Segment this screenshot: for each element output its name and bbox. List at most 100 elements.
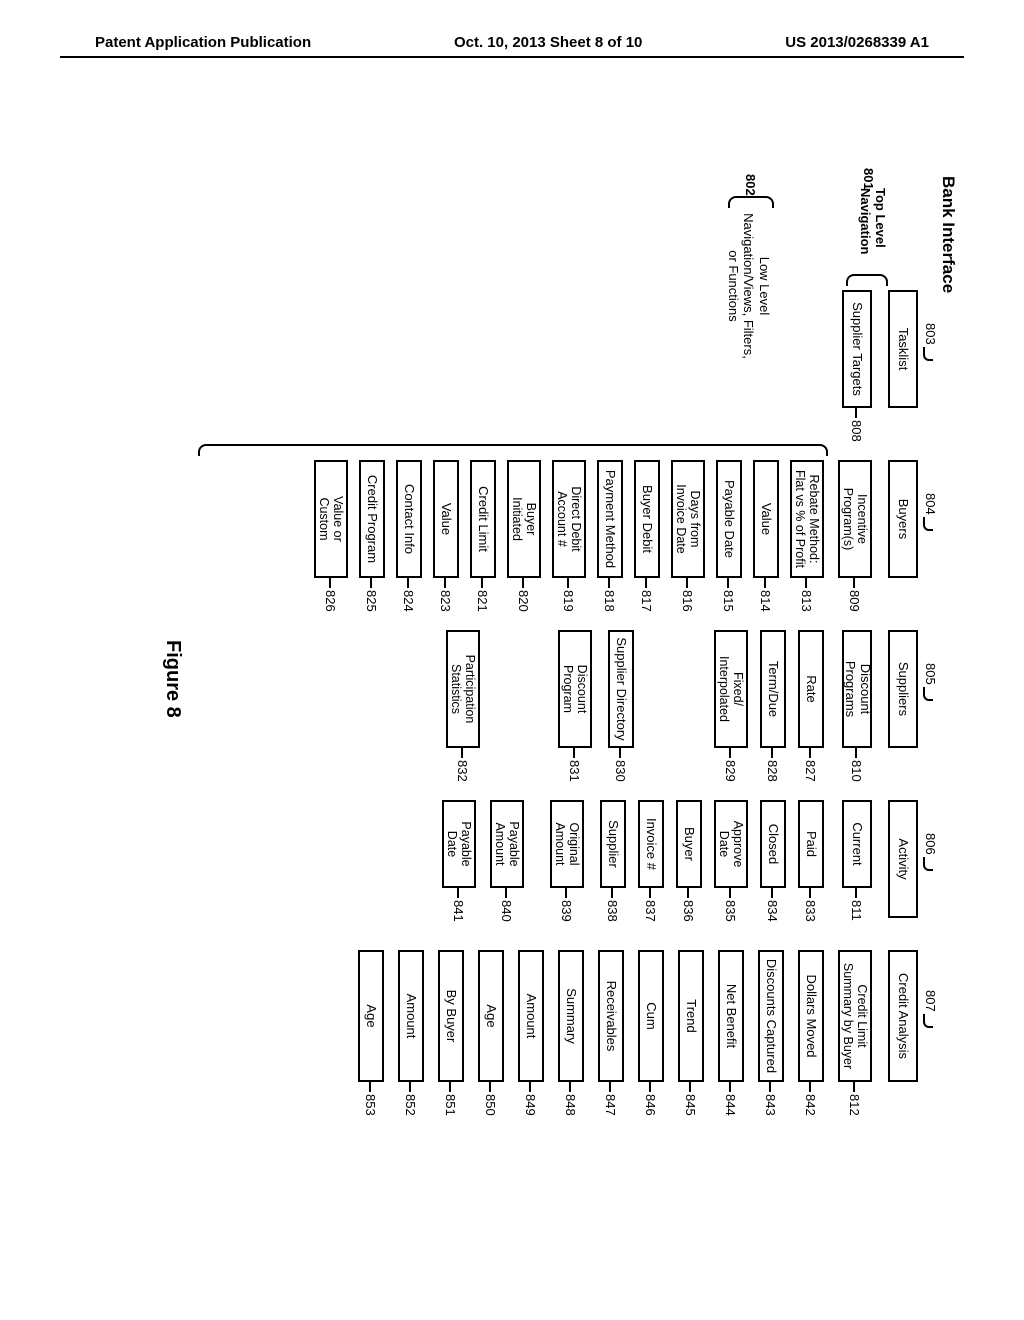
box-833: Paid [798, 800, 824, 888]
ref-836: 836 [681, 888, 696, 922]
ref-824: 824 [401, 578, 416, 612]
ref-849: 849 [523, 1082, 538, 1116]
ref-844: 844 [723, 1082, 738, 1116]
box-839: Original Amount [550, 800, 584, 888]
label-802: Low Level Navigation/Views, Filters, or … [725, 206, 772, 366]
label-801: Top Level Navigation [858, 188, 888, 254]
ref-839: 839 [559, 888, 574, 922]
ref-821: 821 [475, 578, 490, 612]
ref-814: 814 [758, 578, 773, 612]
figure-caption: Figure 8 [161, 640, 184, 718]
hdr-right: US 2013/0268339 A1 [785, 34, 929, 51]
box-816: Days from Invoice Date [671, 460, 705, 578]
box-847: Receivables [598, 950, 624, 1082]
box-850: Age [478, 950, 504, 1082]
box-841: Payable Date [442, 800, 476, 888]
box-823: Value [433, 460, 459, 578]
ref-823: 823 [438, 578, 453, 612]
box-835: Approve Date [714, 800, 748, 888]
colhead-ref-tasklist: 803 [923, 323, 938, 361]
box-831: Discount Program [558, 630, 592, 748]
box-827: Rate [798, 630, 824, 748]
box-829: Fixed/ Interpolated [714, 630, 748, 748]
ref-838: 838 [605, 888, 620, 922]
ref-843: 843 [763, 1082, 778, 1116]
ref-815: 815 [721, 578, 736, 612]
box-842: Dollars Moved [798, 950, 824, 1082]
colhead-ref-credit: 807 [923, 990, 938, 1028]
box-825: Credit Program [359, 460, 385, 578]
ref-826: 826 [323, 578, 338, 612]
colhead-ref-activity: 806 [923, 833, 938, 871]
ref-850: 850 [483, 1082, 498, 1116]
box-817: Buyer Debit [634, 460, 660, 578]
ref-833: 833 [803, 888, 818, 922]
page-header: Patent Application Publication Oct. 10, … [0, 34, 1024, 51]
box-824: Contact Info [396, 460, 422, 578]
box-810: Discount Programs [842, 630, 872, 748]
ref-848: 848 [563, 1082, 578, 1116]
box-818: Payment Method [597, 460, 623, 578]
ref-851: 851 [443, 1082, 458, 1116]
ref-813: 813 [799, 578, 814, 612]
box-819: Direct Debit Account # [552, 460, 586, 578]
colhead-tasklist: Tasklist [888, 290, 918, 408]
box-836: Buyer [676, 800, 702, 888]
box-843: Discounts Captured [758, 950, 784, 1082]
brace-802-outer [198, 444, 828, 456]
box-814: Value [753, 460, 779, 578]
box-853: Age [358, 950, 384, 1082]
colhead-buyers: Buyers [888, 460, 918, 578]
ref-825: 825 [364, 578, 379, 612]
ref-801: 801 [861, 168, 876, 190]
box-821: Credit Limit [470, 460, 496, 578]
box-848: Summary [558, 950, 584, 1082]
box-809: Incentive Program(s) [838, 460, 872, 578]
ref-802: 802 [743, 174, 758, 196]
box-840: Payable Amount [490, 800, 524, 888]
ref-831: 831 [567, 748, 582, 782]
colhead-ref-buyers: 804 [923, 493, 938, 531]
brace-802-inner [728, 196, 774, 208]
box-808: Supplier Targets [842, 290, 872, 408]
box-838: Supplier [600, 800, 626, 888]
ref-840: 840 [499, 888, 514, 922]
box-844: Net Benefit [718, 950, 744, 1082]
ref-829: 829 [723, 748, 738, 782]
ref-817: 817 [639, 578, 654, 612]
box-815: Payable Date [716, 460, 742, 578]
box-832: Participation Statistics [446, 630, 480, 748]
ref-819: 819 [561, 578, 576, 612]
hdr-left: Patent Application Publication [95, 34, 311, 51]
ref-853: 853 [363, 1082, 378, 1116]
figure-8: Bank InterfaceTasklist803Buyers804Suppli… [60, 160, 964, 1160]
ref-837: 837 [643, 888, 658, 922]
ref-830: 830 [613, 748, 628, 782]
ref-812: 812 [847, 1082, 862, 1116]
ref-820: 820 [516, 578, 531, 612]
colhead-suppliers: Suppliers [888, 630, 918, 748]
box-834: Closed [760, 800, 786, 888]
box-851: By Buyer [438, 950, 464, 1082]
ref-816: 816 [680, 578, 695, 612]
box-820: Buyer Initiated [507, 460, 541, 578]
box-849: Amount [518, 950, 544, 1082]
ref-832: 832 [455, 748, 470, 782]
colhead-ref-suppliers: 805 [923, 663, 938, 701]
ref-808: 808 [849, 408, 864, 442]
ref-852: 852 [403, 1082, 418, 1116]
ref-842: 842 [803, 1082, 818, 1116]
figure-canvas: Bank InterfaceTasklist803Buyers804Suppli… [60, 160, 964, 1160]
ref-834: 834 [765, 888, 780, 922]
box-852: Amount [398, 950, 424, 1082]
ref-841: 841 [451, 888, 466, 922]
hdr-center: Oct. 10, 2013 Sheet 8 of 10 [454, 34, 642, 51]
ref-809: 809 [847, 578, 862, 612]
ref-846: 846 [643, 1082, 658, 1116]
colhead-activity: Activity [888, 800, 918, 918]
header-rule [60, 56, 964, 58]
box-828: Term/Due [760, 630, 786, 748]
ref-845: 845 [683, 1082, 698, 1116]
box-830: Supplier Directory [608, 630, 634, 748]
box-837: Invoice # [638, 800, 664, 888]
